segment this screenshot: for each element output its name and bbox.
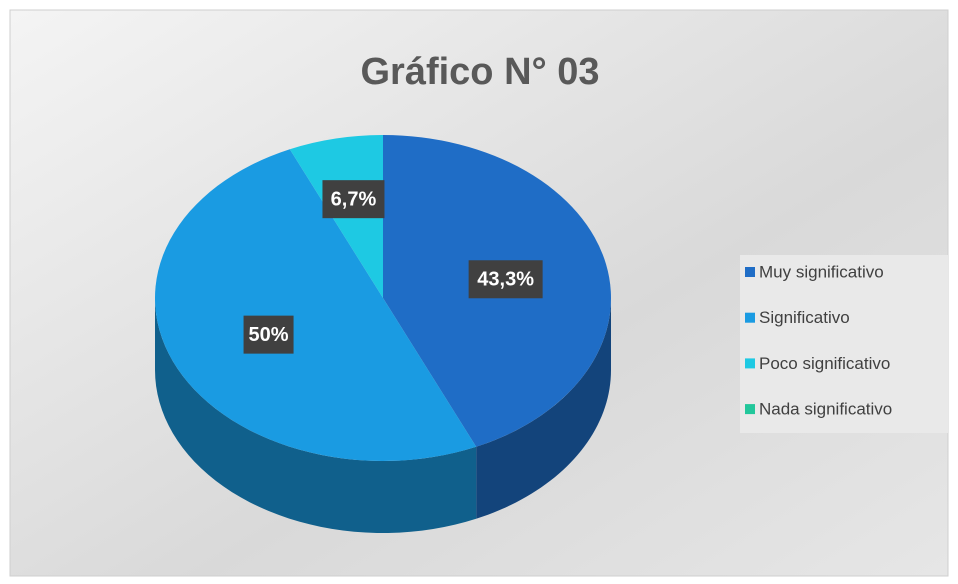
legend-label: Muy significativo xyxy=(759,262,884,281)
legend-swatch xyxy=(745,358,755,369)
legend-swatch xyxy=(745,267,755,277)
data-label-box xyxy=(468,260,543,299)
data-label-box xyxy=(322,180,385,219)
legend-label: Poco significativo xyxy=(759,354,890,373)
legend-swatch xyxy=(745,312,755,323)
pie-side xyxy=(155,298,477,533)
legend xyxy=(740,255,948,433)
data-label: 43,3% xyxy=(477,269,534,291)
pie-side xyxy=(476,298,611,519)
legend-label: Significativo xyxy=(759,308,850,327)
legend-swatch xyxy=(745,404,755,415)
data-label-box xyxy=(243,315,294,354)
pie-slice xyxy=(155,149,477,462)
data-label: 6,7% xyxy=(331,188,377,210)
data-label: 50% xyxy=(249,324,289,346)
legend-label: Nada significativo xyxy=(759,400,892,419)
chart-title: Gráfico N° 03 xyxy=(360,51,599,93)
pie: 43,3% 50% 6,7% xyxy=(155,135,611,533)
